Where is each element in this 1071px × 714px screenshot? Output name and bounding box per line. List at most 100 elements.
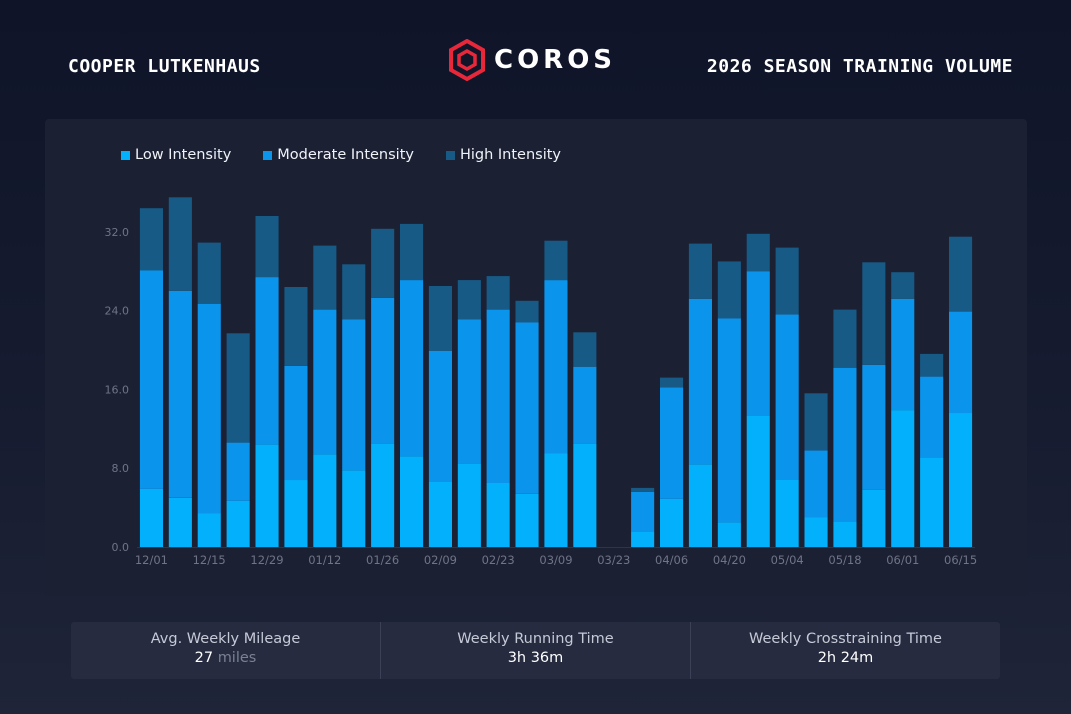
bar-segment-low[interactable] bbox=[400, 456, 424, 547]
bar-segment-high[interactable] bbox=[631, 487, 655, 492]
bar-segment-moderate[interactable] bbox=[255, 277, 279, 445]
x-tick-label: 12/15 bbox=[193, 553, 226, 567]
bar-segment-moderate[interactable] bbox=[371, 297, 395, 444]
bar-segment-moderate[interactable] bbox=[313, 309, 337, 455]
x-tick-label: 06/15 bbox=[944, 553, 977, 567]
bar-segment-low[interactable] bbox=[746, 416, 770, 547]
legend-label-moderate: Moderate Intensity bbox=[277, 147, 414, 163]
bar-segment-high[interactable] bbox=[862, 262, 886, 365]
bar-segment-high[interactable] bbox=[660, 377, 684, 388]
bar-segment-low[interactable] bbox=[255, 444, 279, 547]
bar-segment-low[interactable] bbox=[197, 513, 221, 548]
bar-segment-high[interactable] bbox=[457, 280, 481, 320]
bar-segment-high[interactable] bbox=[226, 333, 250, 443]
bar-segment-moderate[interactable] bbox=[688, 298, 712, 465]
bar-segment-high[interactable] bbox=[573, 332, 597, 367]
bar-segment-high[interactable] bbox=[920, 353, 944, 377]
bar-segment-moderate[interactable] bbox=[168, 290, 192, 498]
bar-segment-low[interactable] bbox=[515, 493, 539, 547]
y-tick-label: 0.0 bbox=[112, 541, 130, 554]
bar-segment-low[interactable] bbox=[804, 517, 828, 548]
bar-segment-moderate[interactable] bbox=[400, 280, 424, 457]
legend-item-high[interactable]: High Intensity bbox=[445, 147, 561, 163]
bar-segment-high[interactable] bbox=[775, 247, 799, 315]
bar-segment-moderate[interactable] bbox=[775, 314, 799, 481]
bar-segment-high[interactable] bbox=[544, 240, 568, 281]
bar-segment-low[interactable] bbox=[631, 531, 655, 547]
bar-segment-low[interactable] bbox=[775, 480, 799, 547]
x-tick-label: 01/26 bbox=[366, 553, 399, 567]
bar-segment-high[interactable] bbox=[371, 228, 395, 298]
bar-segment-moderate[interactable] bbox=[573, 366, 597, 444]
bar-segment-high[interactable] bbox=[891, 272, 915, 299]
bar-segment-moderate[interactable] bbox=[891, 298, 915, 411]
bar-segment-high[interactable] bbox=[515, 300, 539, 323]
bar-segment-moderate[interactable] bbox=[862, 364, 886, 490]
bar-segment-high[interactable] bbox=[168, 197, 192, 291]
bar-segment-high[interactable] bbox=[313, 245, 337, 310]
bar-segment-high[interactable] bbox=[949, 236, 973, 312]
bar-segment-moderate[interactable] bbox=[197, 303, 221, 514]
legend-swatch-high bbox=[445, 150, 455, 160]
bar-segment-moderate[interactable] bbox=[804, 450, 828, 518]
x-tick-label: 03/23 bbox=[597, 553, 630, 567]
bar-segment-low[interactable] bbox=[371, 443, 395, 547]
bar-segment-high[interactable] bbox=[139, 208, 163, 271]
bar-segment-high[interactable] bbox=[746, 233, 770, 272]
bar-segment-moderate[interactable] bbox=[920, 376, 944, 458]
x-tick-label: 05/04 bbox=[771, 553, 804, 567]
bar-segment-high[interactable] bbox=[400, 223, 424, 280]
bar-segment-low[interactable] bbox=[284, 480, 308, 547]
stat-label: Avg. Weekly Mileage bbox=[150, 631, 301, 647]
stat-value: 3h 36m bbox=[507, 650, 564, 666]
bar-segment-moderate[interactable] bbox=[457, 319, 481, 464]
bar-segment-low[interactable] bbox=[486, 483, 510, 547]
legend-item-moderate[interactable]: Moderate Intensity bbox=[263, 147, 414, 163]
bar-segment-moderate[interactable] bbox=[631, 491, 655, 532]
bar-segment-high[interactable] bbox=[428, 286, 452, 351]
bar-segment-low[interactable] bbox=[949, 413, 973, 547]
bar-segment-low[interactable] bbox=[457, 463, 481, 547]
bar-segment-low[interactable] bbox=[313, 454, 337, 547]
bar-segment-low[interactable] bbox=[226, 500, 250, 547]
bar-segment-moderate[interactable] bbox=[342, 319, 366, 471]
bar-segment-low[interactable] bbox=[920, 457, 944, 547]
bar-segment-moderate[interactable] bbox=[486, 309, 510, 483]
bar-segment-high[interactable] bbox=[804, 393, 828, 451]
bar-segment-high[interactable] bbox=[833, 309, 857, 368]
bar-segment-low[interactable] bbox=[544, 453, 568, 547]
bar-segment-moderate[interactable] bbox=[949, 311, 973, 414]
bar-segment-low[interactable] bbox=[891, 410, 915, 547]
x-tick-label: 02/09 bbox=[424, 553, 457, 567]
bar-segment-low[interactable] bbox=[342, 470, 366, 547]
bar-segment-low[interactable] bbox=[428, 482, 452, 547]
bar-segment-high[interactable] bbox=[717, 261, 741, 319]
bar-segment-high[interactable] bbox=[197, 242, 221, 304]
bar-segment-moderate[interactable] bbox=[833, 367, 857, 522]
bar-segment-moderate[interactable] bbox=[226, 442, 250, 501]
x-tick-label: 06/01 bbox=[886, 553, 919, 567]
bar-segment-low[interactable] bbox=[168, 497, 192, 548]
legend-item-low[interactable]: Low Intensity bbox=[121, 147, 231, 163]
bar-segment-high[interactable] bbox=[284, 287, 308, 366]
bar-segment-low[interactable] bbox=[660, 498, 684, 547]
bar-segment-low[interactable] bbox=[688, 464, 712, 547]
bar-segment-moderate[interactable] bbox=[544, 280, 568, 454]
bar-segment-low[interactable] bbox=[833, 521, 857, 547]
bar-segment-low[interactable] bbox=[862, 489, 886, 547]
bar-segment-moderate[interactable] bbox=[717, 318, 741, 523]
bar-segment-moderate[interactable] bbox=[746, 271, 770, 416]
bar-segment-moderate[interactable] bbox=[284, 365, 308, 481]
bar-segment-moderate[interactable] bbox=[515, 322, 539, 494]
bar-segment-moderate[interactable] bbox=[139, 270, 163, 489]
bar-segment-low[interactable] bbox=[573, 443, 597, 547]
bar-segment-high[interactable] bbox=[342, 264, 366, 320]
coros-hexagon-icon bbox=[449, 39, 485, 81]
bar-segment-low[interactable] bbox=[717, 522, 741, 547]
bar-segment-high[interactable] bbox=[486, 276, 510, 310]
bar-segment-high[interactable] bbox=[255, 216, 279, 278]
bar-segment-moderate[interactable] bbox=[428, 351, 452, 482]
bar-segment-high[interactable] bbox=[688, 243, 712, 299]
bar-segment-moderate[interactable] bbox=[660, 387, 684, 499]
bar-segment-low[interactable] bbox=[139, 488, 163, 547]
